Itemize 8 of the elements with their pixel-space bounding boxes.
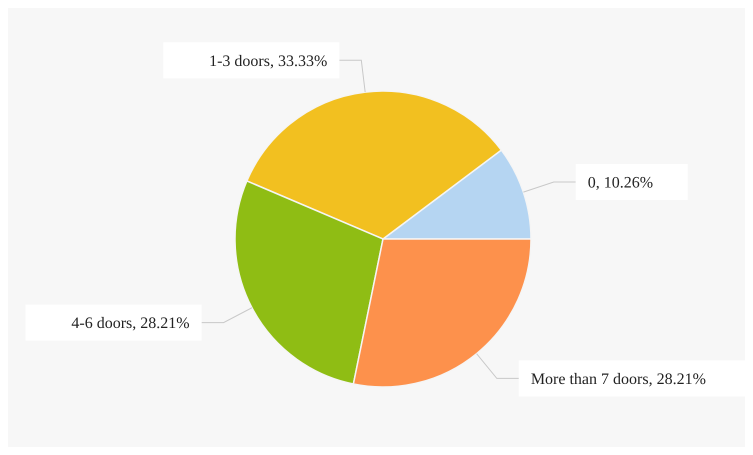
data-label: , 10.26% <box>596 174 654 192</box>
slice-label: More than 7 doors <box>530 371 649 388</box>
slice-label: 4-6 doors <box>71 315 132 332</box>
data-label: , 28.21% <box>648 371 706 388</box>
slice-label: 1-3 doors <box>209 52 270 70</box>
data-label: , 33.33% <box>270 52 328 70</box>
slice-label: 0 <box>588 174 596 192</box>
data-label: , 28.21% <box>132 315 190 332</box>
